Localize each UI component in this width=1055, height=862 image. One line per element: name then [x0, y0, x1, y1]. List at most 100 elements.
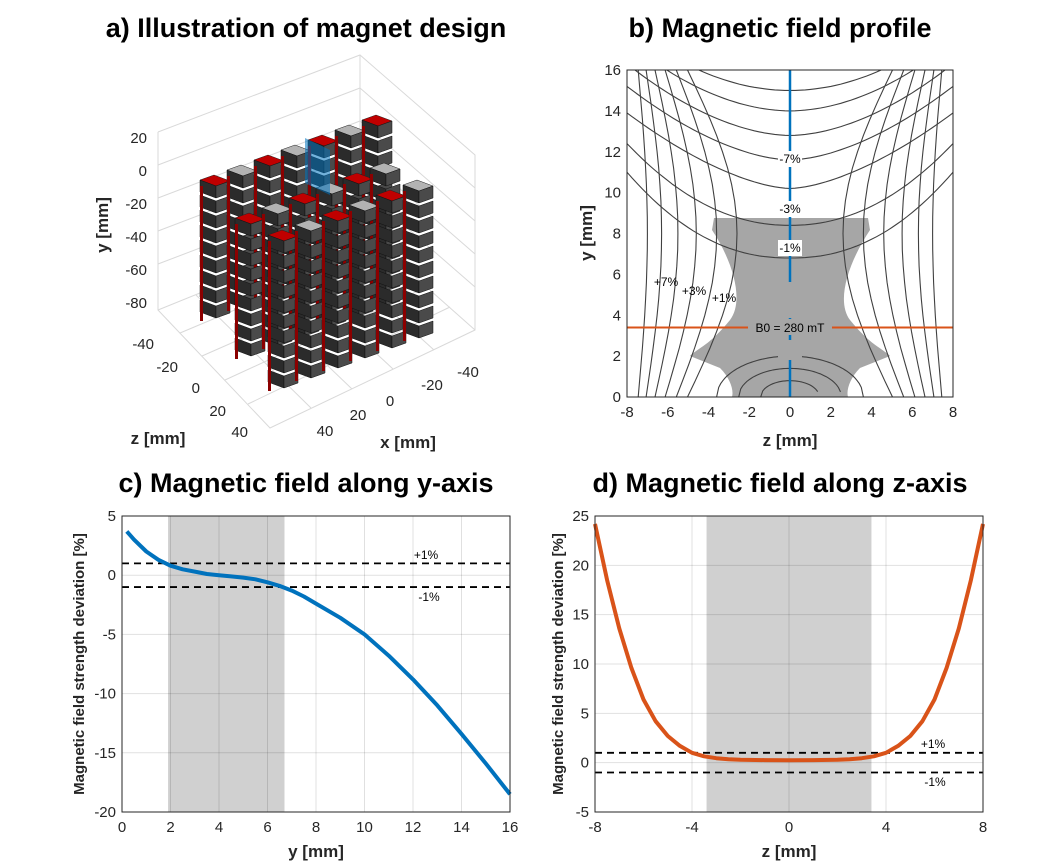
magnet-block — [250, 338, 266, 357]
b-xtick: -8 — [620, 404, 633, 421]
magnet-block-side — [403, 191, 406, 341]
panel-b-axes-box — [626, 69, 954, 398]
y-tick-label: 10 — [572, 656, 589, 673]
panel-b-field-profile: b) Magnetic field profile -7% -3% -1% +7… — [577, 13, 957, 450]
b-xtick: 8 — [949, 404, 957, 421]
contour-line — [901, 70, 926, 397]
contour-line — [842, 70, 893, 397]
x-tick-label: 8 — [312, 819, 320, 836]
magnet-block — [215, 300, 231, 319]
panel-a-z-ticks: -40 -20 0 20 40 — [132, 336, 248, 441]
magnet-block — [418, 245, 434, 264]
contour-line — [664, 70, 697, 397]
a-xtick: 0 — [386, 393, 394, 410]
a-ztick: 20 — [209, 403, 226, 420]
magnet-block — [385, 168, 401, 187]
magnet-block-side — [322, 221, 325, 371]
magnet-block-side — [376, 201, 379, 351]
x-tick-label: 4 — [215, 819, 223, 836]
a-ytick: -40 — [125, 229, 147, 246]
magnet-block-side — [200, 186, 203, 321]
contour-line — [637, 70, 648, 397]
b-ytick: 2 — [613, 348, 621, 365]
homogeneous-region — [706, 516, 872, 812]
b-ytick: 0 — [613, 389, 621, 406]
x-tick-label: 6 — [263, 819, 271, 836]
x-tick-label: 8 — [979, 819, 987, 836]
y-tick-label: -5 — [103, 626, 116, 643]
magnet-block-side — [295, 231, 298, 381]
y-tick-label: 5 — [581, 705, 589, 722]
contour-line — [883, 70, 916, 397]
label-bg — [778, 240, 802, 256]
magnet-block — [418, 305, 434, 324]
minus-one-label: -1% — [924, 775, 946, 789]
a-xtick: -40 — [457, 364, 479, 381]
b-xtick: 2 — [827, 404, 835, 421]
y-tick-label: 15 — [572, 607, 589, 624]
contour-label: -1% — [779, 241, 801, 255]
x-tick-label: 4 — [882, 819, 890, 836]
a-xtick: -20 — [421, 377, 443, 394]
x-tick-label: 12 — [405, 819, 422, 836]
b-ytick: 16 — [604, 62, 621, 79]
series-line — [125, 530, 512, 796]
a-x-axis-label: x [mm] — [380, 433, 436, 452]
contour-line — [654, 70, 679, 397]
label-bg — [778, 340, 802, 360]
a-z-axis-label: z [mm] — [131, 429, 186, 448]
magnet-block — [418, 290, 434, 309]
contour-line — [862, 70, 905, 397]
b0-label-bg — [748, 319, 832, 335]
panel-a-title: a) Illustration of magnet design — [106, 13, 507, 43]
y-tick-label: 0 — [108, 567, 116, 584]
magnet-block-side — [262, 214, 265, 349]
b-xtick: -2 — [743, 404, 756, 421]
b-xtick: 6 — [908, 404, 916, 421]
x-tick-label: 10 — [356, 819, 373, 836]
x-tick-label: 16 — [502, 819, 519, 836]
a-ztick: 40 — [231, 424, 248, 441]
panel-c-field-y-axis: c) Magnetic field along y-axis 0 2 4 6 8 10 12… — [71, 468, 518, 861]
b0-label: B0 = 280 mT — [755, 321, 825, 335]
y-tick-label: 0 — [581, 755, 589, 772]
magnet-block — [377, 135, 393, 154]
y-tick-label: 5 — [108, 508, 116, 525]
y-tick-label: -15 — [94, 745, 116, 762]
a-ytick: -60 — [125, 262, 147, 279]
a-ytick: 20 — [130, 130, 147, 147]
panel-c-title: c) Magnetic field along y-axis — [118, 468, 493, 498]
label-bg — [778, 282, 802, 318]
magnet-block-array — [199, 114, 434, 391]
field-plane — [305, 138, 330, 195]
contour-line — [645, 70, 663, 397]
homogeneous-region — [168, 516, 285, 812]
a-y-axis-label: y [mm] — [93, 197, 112, 253]
b-xtick: 0 — [786, 404, 794, 421]
a-xtick: 40 — [317, 423, 334, 440]
b-xtick: -4 — [702, 404, 715, 421]
b-ytick: 12 — [604, 144, 621, 161]
magnet-block — [310, 360, 326, 379]
panel-a-y-ticks: 20 0 -20 -40 -60 -80 — [125, 130, 147, 312]
plus-one-label: +1% — [921, 737, 946, 751]
b-xtick: -6 — [661, 404, 674, 421]
label-bg — [778, 201, 802, 217]
panel-b-title: b) Magnetic field profile — [628, 13, 931, 43]
magnet-block-side — [268, 241, 271, 391]
magnet-block — [364, 340, 380, 359]
magnet-block — [418, 185, 434, 204]
panel-a-x-ticks: -40 -20 0 20 40 — [317, 364, 479, 440]
y-tick-label: -10 — [94, 686, 116, 703]
x-tick-label: 0 — [785, 819, 793, 836]
y-tick-label: 20 — [572, 557, 589, 574]
magnet-block — [377, 120, 393, 139]
a-ztick: 0 — [192, 380, 200, 397]
contour-label: -3% — [779, 202, 801, 216]
panel-d-field-z-axis: d) Magnetic field along z-axis -8 -4 0 4 8 -5… — [550, 468, 987, 861]
a-ztick: -40 — [132, 336, 154, 353]
d-x-axis-label: z [mm] — [762, 842, 817, 861]
contour-label: -7% — [779, 152, 801, 166]
x-tick-label: 14 — [453, 819, 470, 836]
